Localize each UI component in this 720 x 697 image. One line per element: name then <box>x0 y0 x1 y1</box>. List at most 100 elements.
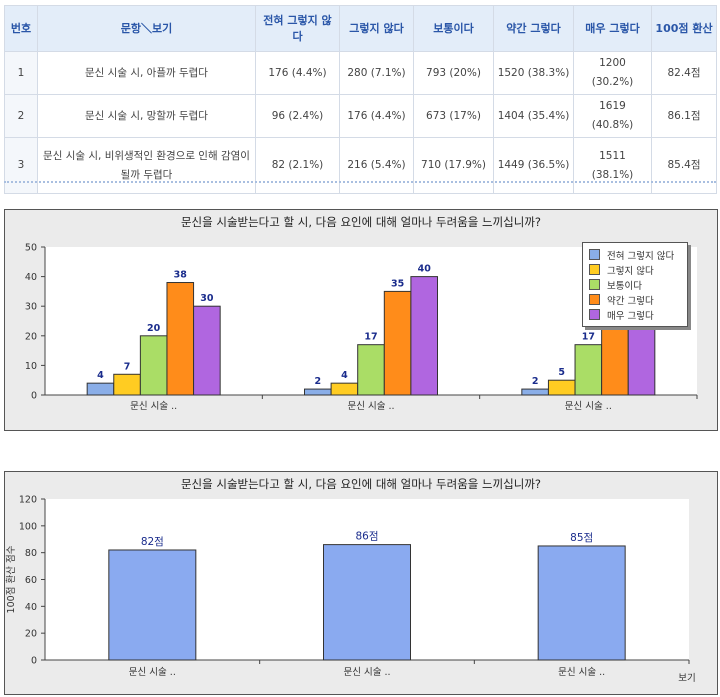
cell-value: 96 (2.4%) <box>255 94 340 138</box>
table-dotted-divider <box>4 181 716 183</box>
score-bar-chart-panel: 문신을 시술받는다고 할 시, 다음 요인에 대해 얼마나 두려움을 느끼십니까… <box>4 471 718 695</box>
data-label: 5 <box>558 367 565 378</box>
y-axis-label: 100점 환산 점수 <box>5 545 17 613</box>
bar <box>166 282 195 396</box>
header-agree: 약간 그렇다 <box>493 5 574 52</box>
legend-entry: 약간 그렇다 <box>589 292 681 307</box>
bar <box>86 382 115 396</box>
header-item: 문항＼보기 <box>37 5 256 52</box>
y-tick-label: 20 <box>25 331 37 342</box>
table-row: 3 문신 시술 시, 비위생적인 환경으로 인해 감염이 될까 두렵다 82 (… <box>4 137 717 194</box>
legend-label: 약간 그렇다 <box>607 295 654 307</box>
bar <box>330 382 359 396</box>
x-tick-label: 문신 시술 .. <box>347 401 394 412</box>
x-tick-label: 문신 시술 .. <box>130 401 177 412</box>
cell-value: 710 (17.9%) <box>413 137 494 194</box>
table-row: 1 문신 시술 시, 아플까 두렵다 176 (4.4%) 280 (7.1%)… <box>4 51 717 95</box>
row-no: 2 <box>4 94 38 138</box>
table-header-row: 번호 문항＼보기 전혀 그렇지 않다 그렇지 않다 보통이다 약간 그렇다 매우… <box>4 5 717 52</box>
bar <box>108 549 197 661</box>
data-label: 86점 <box>355 531 378 543</box>
table-row: 2 문신 시술 시, 망할까 두렵다 96 (2.4%) 176 (4.4%) … <box>4 94 717 138</box>
y-tick-label: 30 <box>25 302 37 313</box>
legend-entry: 전혀 그렇지 않다 <box>589 247 681 262</box>
row-no: 3 <box>4 137 38 194</box>
bar <box>357 344 385 396</box>
legend-swatch <box>589 309 600 320</box>
y-tick-label: 100 <box>19 521 37 532</box>
cell-value: 176 (4.4%) <box>339 94 414 138</box>
row-no: 1 <box>4 51 38 95</box>
y-tick-label: 40 <box>25 272 37 283</box>
bar <box>193 305 221 396</box>
cell-value: 1449 (36.5%) <box>493 137 574 194</box>
data-label: 7 <box>124 361 131 372</box>
data-label: 35 <box>391 278 404 289</box>
legend-label: 매우 그렇다 <box>607 310 654 322</box>
bar <box>410 276 438 396</box>
row-item: 문신 시술 시, 아플까 두렵다 <box>37 51 256 95</box>
data-label: 4 <box>341 370 348 381</box>
legend-label: 그렇지 않다 <box>607 265 654 277</box>
x-tick-label: 문신 시술 .. <box>565 401 612 412</box>
data-label: 17 <box>582 332 595 343</box>
legend-label: 전혀 그렇지 않다 <box>607 250 675 262</box>
legend-swatch <box>589 294 600 305</box>
cell-score: 82.4점 <box>651 51 717 95</box>
x-tick-label: 문신 시술 .. <box>558 667 605 678</box>
bar <box>383 290 412 396</box>
y-tick-label: 0 <box>31 656 37 667</box>
data-label: 85점 <box>570 532 593 544</box>
cell-value: 673 (17%) <box>413 94 494 138</box>
cell-score: 85.4점 <box>651 137 717 194</box>
data-label: 2 <box>532 376 539 387</box>
cell-value: 1520 (38.3%) <box>493 51 574 95</box>
data-label: 20 <box>147 323 161 334</box>
cell-value: 793 (20%) <box>413 51 494 95</box>
cell-score: 86.1점 <box>651 94 717 138</box>
legend-swatch <box>589 249 600 260</box>
x-axis-label: 보기 <box>678 673 695 684</box>
chart-title: 문신을 시술받는다고 할 시, 다음 요인에 대해 얼마나 두려움을 느끼십니까… <box>180 215 542 229</box>
cell-value: 1511 (38.1%) <box>573 137 652 194</box>
header-strongly-disagree: 전혀 그렇지 않다 <box>255 5 340 52</box>
bar <box>139 335 168 396</box>
y-tick-label: 50 <box>25 243 37 254</box>
data-label: 2 <box>314 376 321 387</box>
header-disagree: 그렇지 않다 <box>339 5 414 52</box>
legend-entry: 매우 그렇다 <box>589 307 681 322</box>
cell-value: 1404 (35.4%) <box>493 94 574 138</box>
bar <box>304 388 332 396</box>
grouped-bar-chart-panel: 문신을 시술받는다고 할 시, 다음 요인에 대해 얼마나 두려움을 느끼십니까… <box>4 209 718 431</box>
survey-table: 번호 문항＼보기 전혀 그렇지 않다 그렇지 않다 보통이다 약간 그렇다 매우… <box>4 5 717 194</box>
legend-swatch <box>589 264 600 275</box>
header-score: 100점 환산 <box>651 5 717 52</box>
data-label: 17 <box>364 332 377 343</box>
data-label: 30 <box>200 293 214 304</box>
data-label: 40 <box>418 264 432 275</box>
legend-label: 보통이다 <box>607 280 642 292</box>
cell-value: 1200 (30.2%) <box>573 51 652 95</box>
cell-value: 216 (5.4%) <box>339 137 414 194</box>
data-label: 4 <box>97 370 104 381</box>
legend-swatch <box>589 279 600 290</box>
bar <box>547 379 576 396</box>
chart-title: 문신을 시술받는다고 할 시, 다음 요인에 대해 얼마나 두려움을 느끼십니까… <box>180 477 542 491</box>
y-tick-label: 0 <box>31 391 37 402</box>
row-item: 문신 시술 시, 비위생적인 환경으로 인해 감염이 될까 두렵다 <box>37 137 256 194</box>
y-tick-label: 120 <box>19 495 37 506</box>
y-tick-label: 60 <box>25 575 37 586</box>
bar <box>521 388 549 396</box>
cell-value: 176 (4.4%) <box>255 51 340 95</box>
data-label: 82점 <box>141 536 164 548</box>
legend-entry: 보통이다 <box>589 277 681 292</box>
bar <box>323 544 411 661</box>
cell-value: 82 (2.1%) <box>255 137 340 194</box>
y-tick-label: 80 <box>25 548 37 559</box>
bar <box>113 373 141 396</box>
y-tick-label: 10 <box>25 361 37 372</box>
x-tick-label: 문신 시술 .. <box>343 667 390 678</box>
data-label: 38 <box>174 270 188 281</box>
row-item: 문신 시술 시, 망할까 두렵다 <box>37 94 256 138</box>
